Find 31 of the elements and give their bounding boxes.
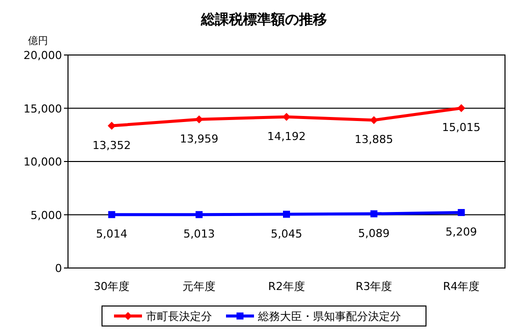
legend-label: 総務大臣・県知事配分決定分 bbox=[257, 310, 401, 323]
point bbox=[458, 209, 465, 216]
point bbox=[108, 211, 116, 218]
data-label: 5,045 bbox=[270, 227, 302, 240]
y-axis-title: 億円 bbox=[28, 35, 48, 47]
point bbox=[370, 210, 378, 218]
y-tick-label: 20,000 bbox=[24, 49, 62, 62]
chart-title: 総課税標準額の推移 bbox=[200, 11, 327, 28]
point bbox=[283, 210, 290, 218]
legend-label: 市町長決定分 bbox=[146, 310, 212, 323]
point bbox=[196, 211, 203, 218]
x-tick-label: 元年度 bbox=[182, 280, 216, 293]
x-tick-label: R3年度 bbox=[356, 280, 392, 293]
data-label: 14,192 bbox=[267, 130, 306, 143]
data-label: 5,013 bbox=[183, 228, 215, 241]
data-label: 15,015 bbox=[442, 121, 481, 134]
data-label: 13,885 bbox=[354, 133, 394, 146]
data-label: 5,209 bbox=[446, 226, 478, 239]
x-tick-label: R4年度 bbox=[442, 280, 480, 293]
data-label: 13,352 bbox=[92, 138, 131, 152]
point bbox=[282, 112, 290, 121]
point bbox=[457, 104, 466, 112]
y-tick-label: 0 bbox=[55, 262, 62, 275]
y-tick-label: 15,000 bbox=[24, 102, 62, 116]
x-tick-label: R2年度 bbox=[268, 280, 305, 293]
data-label: 5,014 bbox=[96, 228, 128, 241]
y-tick-label: 10,000 bbox=[24, 156, 62, 168]
x-tick-label: 30年度 bbox=[94, 280, 130, 293]
data-label: 13,959 bbox=[180, 132, 218, 146]
y-tick-label: 5,000 bbox=[30, 208, 62, 222]
data-label: 5,089 bbox=[358, 226, 390, 240]
